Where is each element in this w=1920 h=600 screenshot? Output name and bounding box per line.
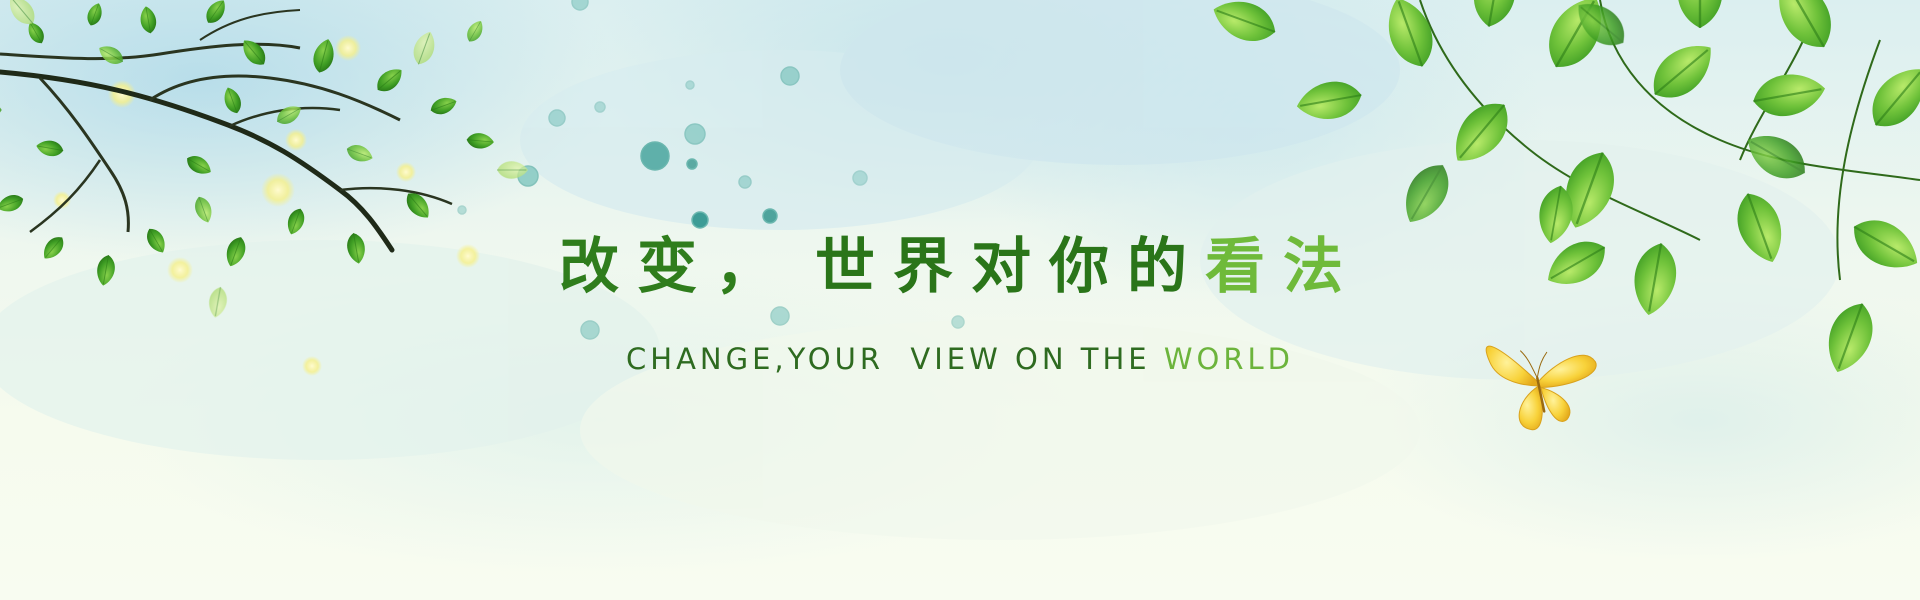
right-foliage (1206, 0, 1920, 381)
bubbles (457, 0, 965, 340)
cloud-wash (0, 0, 1840, 540)
headline-chinese: 改变， 世界对你的看法 (0, 232, 1920, 302)
headline-en-part-b: WORLD (1163, 342, 1294, 376)
headline-english: CHANGE,YOUR VIEW ON THE WORLD (0, 341, 1920, 377)
glow-dots (53, 35, 480, 376)
butterfly-illustration (1485, 345, 1597, 431)
headline-cn-part-a: 改变， (559, 232, 793, 302)
left-branch (0, 0, 528, 320)
headline-cn-part-c: 看法 (1205, 232, 1361, 302)
headline-cn-part-b: 世界对你的 (815, 232, 1205, 302)
headline-en-part-a: CHANGE,YOUR VIEW ON THE (626, 342, 1164, 376)
